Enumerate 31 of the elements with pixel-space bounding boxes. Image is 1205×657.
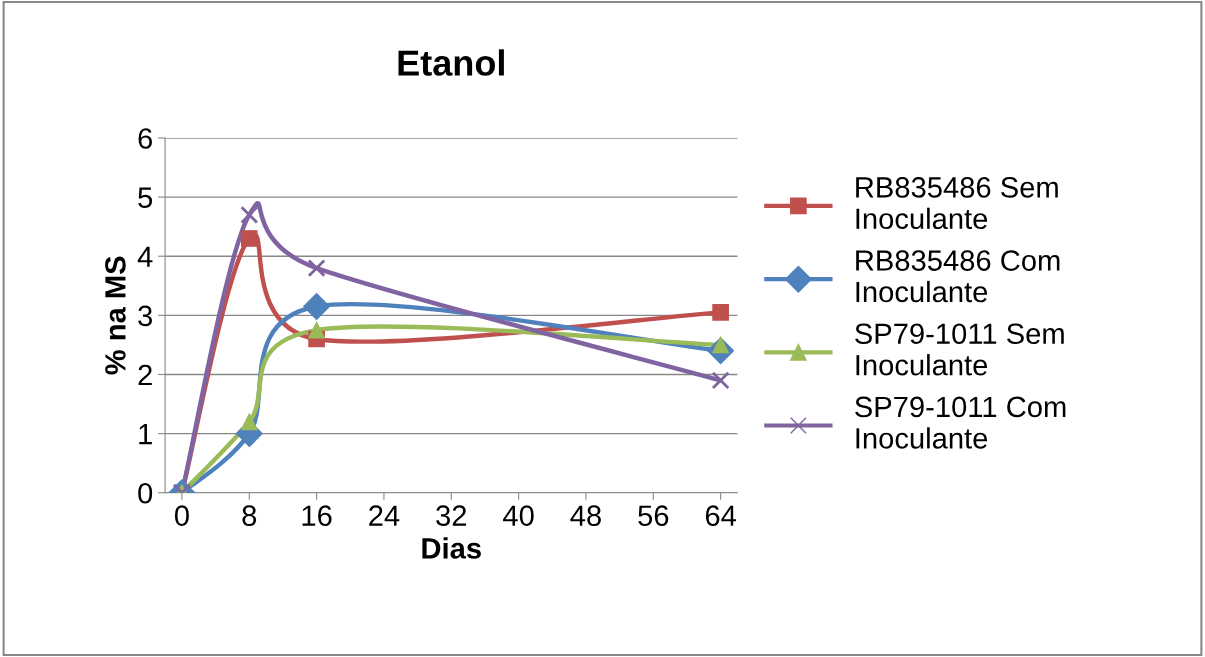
x-tick-label: 8 [242,505,257,526]
point [307,259,326,278]
y-tick-label: 0 [138,482,153,504]
y-tick-label: 1 [139,424,152,445]
legend-label: SP79-1011 Com Inoculante [855,396,1066,449]
legend-label: RB835486 Sem Inoculante [856,177,1058,230]
x-tick-label: 48 [570,505,601,526]
y-tick-label: 6 [138,128,152,149]
point [240,205,259,224]
y-tick-label: 5 [138,187,153,208]
point [303,293,331,320]
point [712,304,729,321]
point [240,230,258,247]
x-axis-title: Dias [422,537,481,559]
chart-title: Etanol [398,49,504,76]
legend-label: SP79-1011 Sem Inoculante [855,323,1064,376]
x-tick-label: 64 [705,505,736,526]
x-tick-label: 16 [302,505,332,526]
point [308,321,325,339]
y-tick-label: 3 [138,305,152,327]
y-tick-label: 2 [138,364,152,386]
y-tick-label: 4 [137,246,153,267]
x-tick-label: 24 [369,505,400,526]
x-tick-label: 32 [436,505,467,526]
x-tick-label: 56 [638,505,669,526]
x-tick-label: 40 [503,505,534,526]
legend-label: RB835486 Com Inoculante [856,250,1060,303]
y-axis-title: % na MS [105,256,126,375]
x-tick-label: 0 [174,505,189,526]
point [240,413,258,431]
point [711,371,730,390]
